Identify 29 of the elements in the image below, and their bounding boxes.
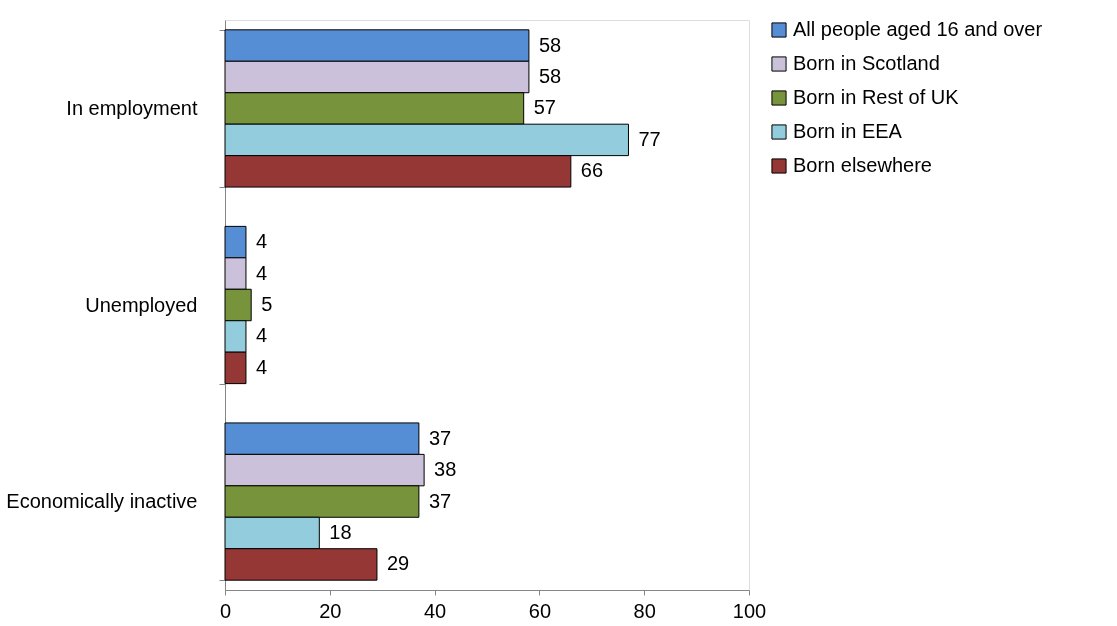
data-label: 38 xyxy=(434,458,457,481)
y-tick-label: Unemployed xyxy=(85,293,198,316)
data-label: 66 xyxy=(580,159,604,182)
legend-label: Born in Scotland xyxy=(793,52,940,74)
legend-label: All people aged 16 and over xyxy=(793,18,1043,40)
legend-label: Born in EEA xyxy=(793,120,903,142)
x-tick-label: 60 xyxy=(528,599,552,622)
data-label: 4 xyxy=(255,230,268,253)
data-label: 18 xyxy=(329,521,352,543)
data-label: 37 xyxy=(428,489,452,512)
y-tick-label: Economically inactive xyxy=(6,490,198,513)
x-tick-label: 0 xyxy=(219,599,232,622)
data-label: 4 xyxy=(255,355,268,378)
x-tick-label: 80 xyxy=(633,599,656,622)
legend-label: Born in Rest of UK xyxy=(793,86,960,108)
data-label: 29 xyxy=(386,552,410,575)
data-label: 4 xyxy=(255,261,268,284)
data-label: 4 xyxy=(255,324,268,347)
data-label: 5 xyxy=(261,293,273,315)
data-label: 58 xyxy=(538,65,562,87)
y-tick-label: In employment xyxy=(66,96,198,119)
x-tick-label: 40 xyxy=(423,599,447,622)
legend-label: Born elsewhere xyxy=(793,154,932,176)
x-tick-label: 20 xyxy=(319,599,342,622)
data-label: 58 xyxy=(538,33,562,56)
x-tick-label: 100 xyxy=(732,599,767,622)
data-label: 77 xyxy=(638,127,661,150)
data-label: 57 xyxy=(533,96,556,119)
data-label: 37 xyxy=(428,426,452,449)
